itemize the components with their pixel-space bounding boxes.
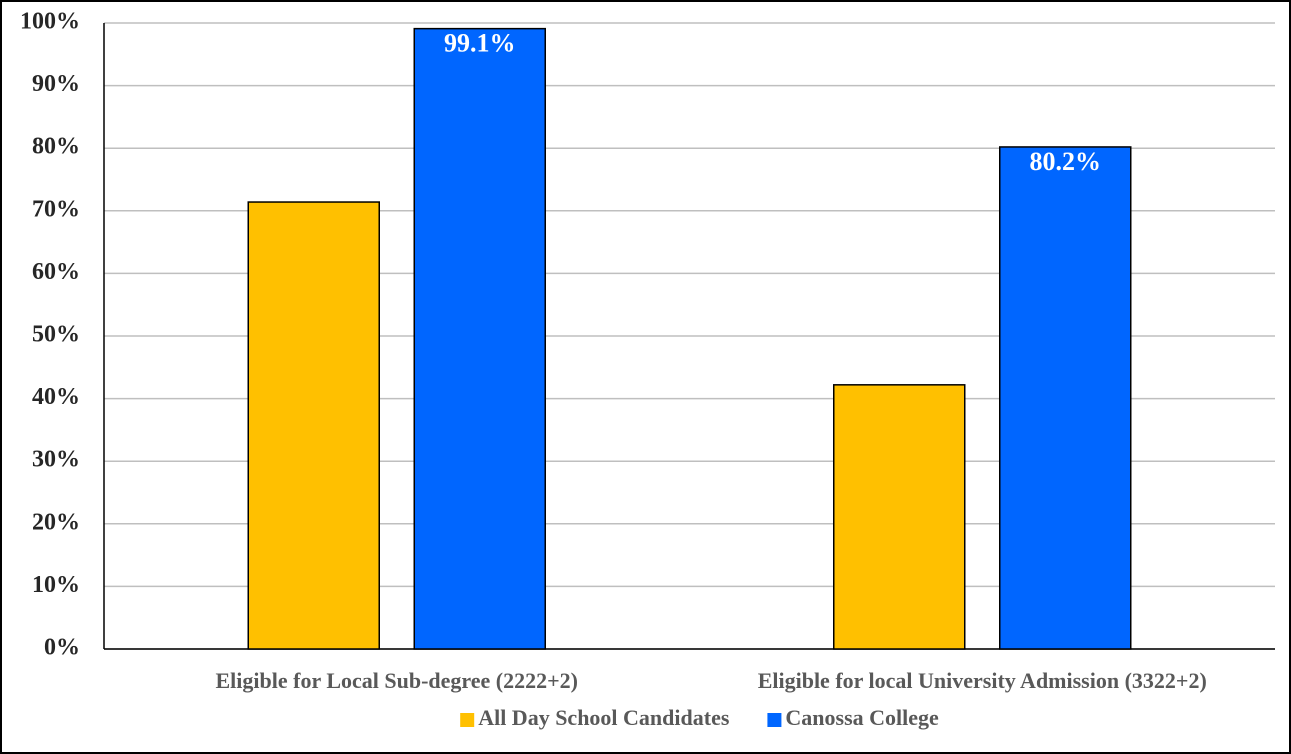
legend-label: All Day School Candidates [478, 705, 730, 730]
y-tick-label: 10% [32, 572, 80, 598]
data-label: 80.2% [1030, 147, 1102, 176]
x-tick-label: Eligible for local University Admission … [758, 668, 1207, 693]
y-tick-label: 80% [32, 134, 80, 160]
y-tick-label: 90% [32, 71, 80, 97]
y-tick-label: 40% [32, 384, 80, 410]
data-label: 99.1% [444, 29, 516, 58]
y-tick-label: 100% [20, 9, 80, 35]
bar [247, 201, 380, 650]
y-tick-label: 0% [44, 635, 80, 661]
legend-swatch [767, 713, 782, 727]
y-tick-label: 20% [32, 509, 80, 535]
legend-swatch [460, 713, 475, 727]
x-tick-label: Eligible for Local Sub-degree (2222+2) [216, 668, 578, 693]
bar [999, 146, 1132, 650]
bar [413, 27, 546, 650]
y-tick-label: 50% [32, 322, 80, 348]
legend-label: Canossa College [785, 705, 939, 730]
y-tick-label: 70% [32, 196, 80, 222]
bar [833, 384, 966, 650]
y-tick-label: 60% [32, 259, 80, 285]
y-tick-label: 30% [32, 447, 80, 473]
